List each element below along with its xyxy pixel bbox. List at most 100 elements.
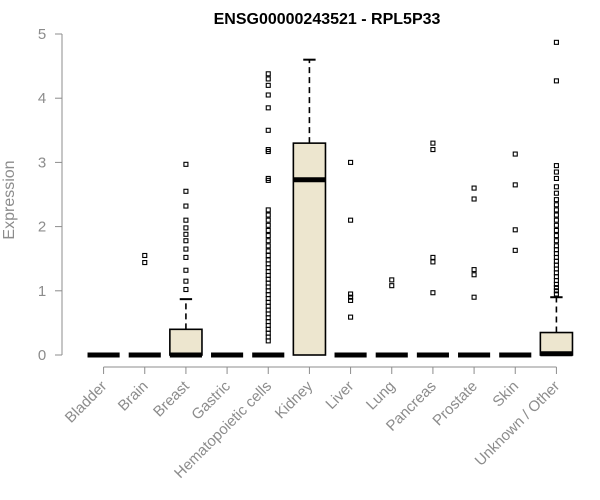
outlier-point xyxy=(348,294,354,300)
box-unknown-other xyxy=(539,39,574,357)
outlier-point xyxy=(553,288,559,294)
outlier-point xyxy=(265,233,271,239)
outlier-point xyxy=(348,314,354,320)
outlier-point xyxy=(348,297,354,303)
box-breast xyxy=(169,161,203,358)
box-lung xyxy=(375,277,408,358)
outlier-point xyxy=(265,175,271,181)
outlier-point xyxy=(553,227,559,234)
outlier-point xyxy=(183,246,189,252)
outlier-point xyxy=(265,147,271,153)
outlier-point xyxy=(553,222,559,228)
y-tick-label: 5 xyxy=(38,26,46,43)
outlier-point xyxy=(553,78,559,84)
outlier-point xyxy=(553,175,559,181)
outlier-point xyxy=(512,182,518,188)
outlier-point xyxy=(265,227,271,234)
x-tick-label: Liver xyxy=(322,378,357,413)
outlier-point xyxy=(265,222,271,228)
outlier-point xyxy=(512,227,518,233)
x-tick-label: Breast xyxy=(150,377,193,420)
y-tick-label: 0 xyxy=(38,347,46,364)
box-brain xyxy=(128,252,161,358)
outlier-point xyxy=(265,71,271,77)
box-pancreas xyxy=(416,140,449,358)
outlier-point xyxy=(265,105,271,111)
outlier-point xyxy=(553,184,559,190)
outlier-point xyxy=(553,197,559,203)
outlier-point xyxy=(512,247,518,253)
outlier-point xyxy=(183,267,189,273)
box-liver xyxy=(334,159,367,358)
outlier-point xyxy=(430,140,436,146)
x-tick-label: Kidney xyxy=(272,377,317,422)
outlier-point xyxy=(183,254,189,260)
outlier-point xyxy=(553,233,559,239)
y-tick-label: 2 xyxy=(38,219,46,236)
outlier-point xyxy=(430,290,436,296)
x-tick-label: Prostate xyxy=(429,378,481,430)
box-prostate xyxy=(458,185,491,358)
outlier-point xyxy=(265,243,271,249)
outlier-point xyxy=(265,82,271,88)
outlier-point xyxy=(471,294,477,300)
outlier-point xyxy=(553,207,559,213)
outlier-point xyxy=(430,147,436,153)
outlier-point xyxy=(471,196,477,202)
outlier-point xyxy=(265,207,271,213)
outlier-point xyxy=(430,254,436,260)
box-hematopoietic-cells xyxy=(252,71,285,358)
outlier-point xyxy=(265,217,271,223)
outlier-point xyxy=(553,163,559,169)
outlier-point xyxy=(183,286,189,293)
outlier-point xyxy=(265,238,271,244)
y-tick-label: 4 xyxy=(38,90,46,107)
outlier-point xyxy=(553,285,559,291)
outlier-point xyxy=(553,169,559,175)
outlier-point xyxy=(265,248,271,254)
y-tick-label: 1 xyxy=(38,283,46,300)
outlier-point xyxy=(183,238,189,244)
x-tick-label: Bladder xyxy=(62,378,111,427)
x-tick-label: Skin xyxy=(489,378,522,411)
outlier-point xyxy=(183,203,189,209)
outlier-point xyxy=(553,39,559,45)
outlier-point xyxy=(389,283,395,289)
box-iqr xyxy=(169,328,203,356)
chart-title: ENSG00000243521 - RPL5P33 xyxy=(214,11,441,28)
outlier-point xyxy=(553,291,559,297)
y-axis: 0 1 2 3 4 5 xyxy=(38,26,63,364)
outlier-point xyxy=(183,217,189,223)
outlier-point xyxy=(142,260,148,266)
x-tick-label: Brain xyxy=(115,378,152,415)
outlier-point xyxy=(183,278,189,284)
outlier-point xyxy=(265,92,271,98)
outlier-point xyxy=(471,272,477,278)
outlier-point xyxy=(265,212,271,218)
box-series xyxy=(87,39,574,358)
box-skin xyxy=(499,151,532,358)
outlier-point xyxy=(348,217,354,223)
outlier-point xyxy=(265,76,271,82)
outlier-point xyxy=(183,188,189,194)
outlier-point xyxy=(553,190,559,196)
outlier-point xyxy=(348,159,354,165)
outlier-point xyxy=(389,277,395,283)
outlier-point xyxy=(471,267,477,273)
outlier-point xyxy=(142,252,148,259)
outlier-point xyxy=(265,252,271,259)
outlier-point xyxy=(183,231,189,237)
outlier-point xyxy=(430,259,436,265)
y-tick-label: 3 xyxy=(38,154,46,171)
box-iqr xyxy=(292,142,327,356)
y-axis-label: Expression xyxy=(1,160,18,239)
outlier-point xyxy=(183,161,189,167)
outlier-point xyxy=(553,238,559,244)
outlier-point xyxy=(553,217,559,223)
outlier-point xyxy=(348,291,354,297)
box-kidney xyxy=(292,58,327,356)
outlier-point xyxy=(553,202,559,208)
outlier-point xyxy=(553,243,559,249)
